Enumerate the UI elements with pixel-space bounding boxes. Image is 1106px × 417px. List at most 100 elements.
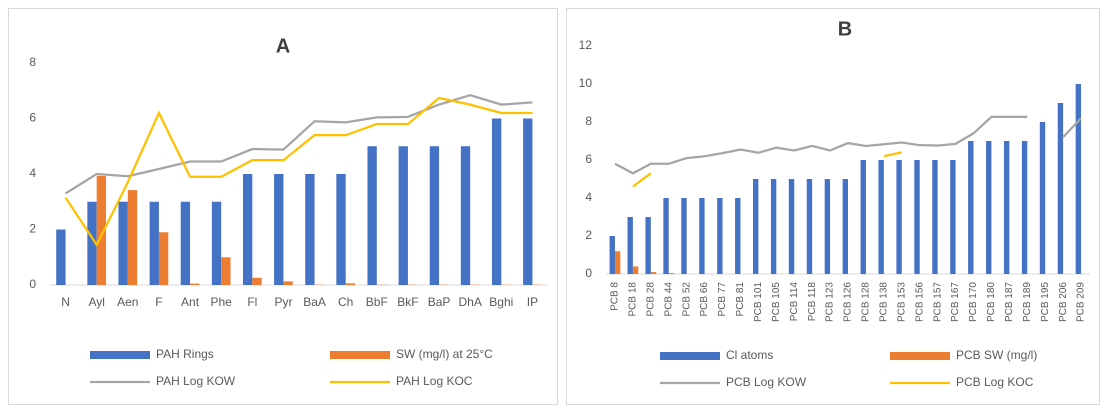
y-tick-label: 2 — [585, 228, 592, 242]
x-tick-label: IP — [527, 295, 538, 309]
bar — [717, 198, 722, 274]
legend-label: PAH Log KOC — [396, 374, 473, 388]
y-tick-label: 8 — [29, 55, 36, 69]
y-tick-label: 0 — [29, 277, 36, 291]
x-tick-label: PCB 18 — [628, 282, 639, 317]
x-tick-label: PCB 105 — [771, 282, 782, 322]
bar — [399, 146, 408, 285]
bar — [56, 230, 65, 286]
x-tick-label: Aen — [117, 295, 138, 309]
y-tick-label: 0 — [585, 266, 592, 280]
y-tick-label: 12 — [579, 38, 593, 52]
bar — [128, 190, 137, 285]
y-tick-label: 4 — [29, 166, 36, 180]
bar — [461, 146, 470, 285]
bar — [669, 273, 674, 274]
legend-swatch — [890, 352, 950, 360]
bar — [968, 141, 973, 274]
bar — [1004, 141, 1009, 274]
x-tick-label: Ch — [338, 295, 353, 309]
bar — [1022, 141, 1027, 274]
bar — [628, 217, 633, 274]
x-tick-label: PCB 189 — [1022, 282, 1033, 322]
legend-label: PCB Log KOC — [956, 375, 1034, 389]
x-tick-label: PCB 114 — [789, 282, 800, 322]
x-tick-label: Ayl — [88, 295, 104, 309]
bar — [430, 146, 439, 285]
x-tick-label: PCB 156 — [914, 282, 925, 322]
bar — [950, 160, 955, 274]
bar — [212, 202, 221, 285]
x-tick-label: PCB 123 — [825, 282, 836, 322]
bar — [346, 283, 355, 285]
chart-title: A — [276, 35, 290, 57]
x-tick-label: PCB 157 — [932, 282, 943, 322]
bar — [181, 202, 190, 285]
legend-label: PAH Rings — [156, 347, 214, 361]
panel-b — [567, 9, 1100, 405]
bar — [1040, 122, 1045, 274]
legend-swatch — [90, 351, 150, 359]
x-tick-label: PCB 8 — [610, 282, 621, 311]
bar — [699, 198, 704, 274]
bar — [861, 160, 866, 274]
bar — [118, 202, 127, 285]
bar — [221, 257, 230, 285]
bar — [663, 198, 668, 274]
legend-label: PCB Log KOW — [726, 375, 807, 389]
bar — [1058, 103, 1063, 274]
bar — [492, 119, 501, 286]
bar — [615, 251, 620, 274]
x-tick-label: PCB 126 — [843, 282, 854, 322]
bar — [681, 198, 686, 274]
x-tick-label: Pyr — [274, 295, 292, 309]
bar — [336, 174, 345, 285]
bar — [523, 119, 532, 286]
bar — [252, 278, 261, 285]
x-tick-label: PCB 187 — [1004, 282, 1015, 322]
legend-label: SW (mg/l) at 25°C — [396, 347, 493, 361]
x-tick-label: Fl — [247, 295, 257, 309]
x-tick-label: PCB 77 — [717, 282, 728, 317]
x-tick-label: Bghi — [489, 295, 513, 309]
x-tick-label: PCB 101 — [753, 282, 764, 322]
bar — [633, 266, 638, 274]
bar — [807, 179, 812, 274]
x-tick-label: Ant — [181, 295, 200, 309]
x-tick-label: PCB 180 — [986, 282, 997, 322]
bar — [645, 217, 650, 274]
bar — [878, 160, 883, 274]
bar — [825, 179, 830, 274]
y-tick-label: 8 — [585, 114, 592, 128]
bar — [753, 179, 758, 274]
bar — [190, 284, 199, 285]
bar — [274, 174, 283, 285]
bar — [932, 160, 937, 274]
bar — [896, 160, 901, 274]
x-tick-label: DhA — [459, 295, 482, 309]
bar — [305, 174, 314, 285]
x-tick-label: PCB 153 — [896, 282, 907, 322]
x-tick-label: BaA — [303, 295, 326, 309]
bar — [159, 232, 168, 285]
x-tick-label: PCB 28 — [645, 282, 656, 317]
y-tick-label: 2 — [29, 222, 36, 236]
legend-label: Cl atoms — [726, 348, 773, 362]
chart-title: B — [838, 18, 852, 40]
x-tick-label: PCB 195 — [1040, 282, 1051, 322]
y-tick-label: 6 — [585, 152, 592, 166]
x-tick-label: BaP — [428, 295, 451, 309]
x-tick-label: PCB 206 — [1058, 282, 1069, 322]
x-tick-label: PCB 128 — [861, 282, 872, 322]
x-tick-label: PCB 44 — [663, 282, 674, 317]
legend-label: PCB SW (mg/l) — [956, 348, 1037, 362]
x-tick-label: BkF — [397, 295, 418, 309]
bar — [367, 146, 376, 285]
bar — [986, 141, 991, 274]
bar — [914, 160, 919, 274]
bar — [610, 236, 615, 274]
x-tick-label: PCB 170 — [968, 282, 979, 322]
bar — [771, 179, 776, 274]
x-tick-label: PCB 209 — [1076, 282, 1087, 322]
